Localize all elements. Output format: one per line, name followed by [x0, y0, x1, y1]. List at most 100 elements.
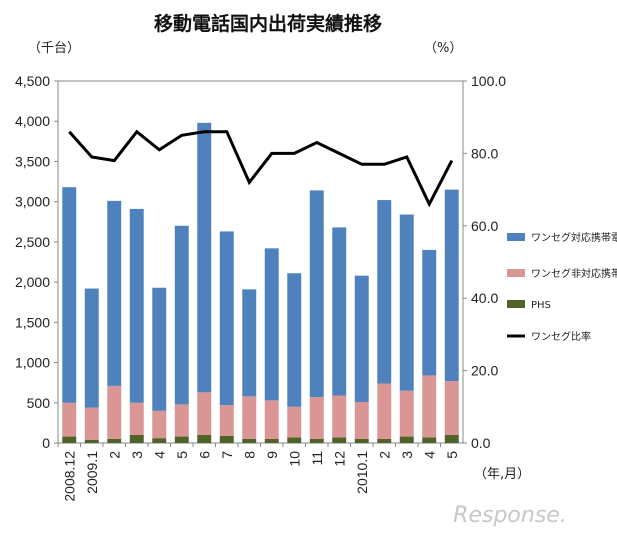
bar-oneseg [377, 200, 392, 384]
bar-non-oneseg [377, 383, 392, 439]
x-tick-label: 2009.1 [84, 451, 100, 494]
bar-non-oneseg [129, 402, 144, 435]
right-axis-ticks: 0.0 20.0 40.0 60.0 80.0 100.0 [463, 73, 506, 451]
watermark: Response. [453, 503, 567, 528]
left-axis-ticks: 0 500 1,000 1,500 2,000 2,500 3,000 3,500 4,000 4… [15, 73, 58, 451]
bar-phs [152, 438, 167, 443]
bar-phs [174, 436, 189, 443]
ratio-line [68, 129, 454, 208]
x-tick-label: 4 [151, 451, 167, 459]
legend-label-oneseg: ワンセグ対応携帯電話 [531, 231, 617, 244]
right-axis-unit: （%） [424, 41, 462, 56]
bar-oneseg [422, 249, 437, 376]
bar-non-oneseg [332, 395, 347, 438]
bar-oneseg [242, 289, 257, 397]
x-axis-ticks: 2008.12 2009.1 2 3 4 5 6 7 8 9 10 11 12 2010.1 2 3 4 5 [57, 443, 460, 502]
bar-non-oneseg [174, 404, 189, 437]
left-tick-label: 1,500 [15, 314, 50, 330]
bar-phs [377, 438, 392, 443]
bar-non-oneseg [84, 407, 99, 440]
left-tick-label: 500 [27, 395, 51, 411]
bar-phs [62, 436, 77, 443]
bar-phs [354, 438, 369, 443]
x-tick-label: 8 [241, 451, 257, 459]
bar-non-oneseg [62, 402, 77, 437]
x-tick-label: 4 [421, 451, 437, 459]
bar-non-oneseg [242, 396, 257, 439]
bar-phs [242, 438, 257, 443]
bar-oneseg [264, 248, 279, 401]
bar-oneseg [197, 122, 212, 393]
bar-phs [84, 439, 99, 443]
x-tick-label: 5 [174, 451, 190, 459]
bar-non-oneseg [422, 375, 437, 438]
x-tick-label: 2 [376, 451, 392, 459]
bar-oneseg [84, 288, 99, 408]
bar-non-oneseg [197, 392, 212, 435]
bar-oneseg [152, 287, 167, 411]
bar-non-oneseg [354, 401, 369, 439]
x-tick-label: 7 [219, 451, 235, 459]
x-tick-label: 10 [286, 451, 302, 467]
bar-non-oneseg [287, 406, 302, 438]
bar-phs [219, 435, 234, 443]
right-tick-label: 80.0 [471, 145, 498, 161]
bar-non-oneseg [152, 410, 167, 439]
legend-label-non-oneseg: ワンセグ非対応携帯電話 [531, 267, 617, 280]
bar-phs [264, 438, 279, 443]
bar-oneseg [129, 208, 144, 403]
bar-phs [197, 434, 212, 443]
right-tick-label: 20.0 [471, 363, 498, 379]
bar-non-oneseg [219, 405, 234, 436]
bar-oneseg [444, 189, 459, 382]
chart-title: 移動電話国内出荷実績推移 [154, 12, 382, 35]
right-tick-label: 0.0 [471, 435, 491, 451]
legend-swatch-oneseg [507, 233, 525, 241]
bar-phs [399, 436, 414, 443]
legend-label-ratio: ワンセグ比率 [531, 330, 591, 343]
x-tick-label: 6 [196, 451, 212, 459]
bar-oneseg [287, 273, 302, 407]
legend: ワンセグ対応携帯電話ワンセグ非対応携帯電話 PHS ワンセグ比率 [507, 231, 617, 343]
left-tick-label: 4,000 [15, 113, 50, 129]
bar-non-oneseg [107, 385, 122, 439]
bar-phs [332, 437, 347, 443]
x-tick-label: 11 [309, 451, 325, 466]
legend-swatch-phs [507, 300, 525, 308]
left-tick-label: 2,500 [15, 234, 50, 250]
legend-swatch-non-oneseg [507, 269, 525, 277]
x-axis-unit: （年,月） [474, 467, 530, 482]
bar-oneseg [309, 190, 324, 398]
bar-phs [129, 434, 144, 443]
x-tick-label: 9 [264, 451, 280, 459]
bar-non-oneseg [264, 400, 279, 439]
left-tick-label: 0 [42, 435, 50, 451]
right-tick-label: 60.0 [471, 218, 498, 234]
bar-oneseg [354, 275, 369, 402]
right-tick-label: 40.0 [471, 290, 498, 306]
x-tick-label: 2010.1 [354, 451, 370, 494]
bar-phs [107, 438, 122, 443]
bar-phs [422, 437, 437, 443]
bar-phs [287, 437, 302, 443]
left-tick-label: 3,500 [15, 153, 50, 169]
x-tick-label: 3 [129, 451, 145, 459]
bar-oneseg [219, 231, 234, 406]
bar-oneseg [399, 214, 414, 391]
left-tick-label: 3,000 [15, 194, 50, 210]
bar-oneseg [107, 200, 122, 386]
bar-non-oneseg [309, 397, 324, 439]
x-tick-label: 2 [106, 451, 122, 459]
x-tick-label: 2008.12 [61, 451, 77, 502]
ratio-line-path [68, 129, 454, 208]
left-tick-label: 1,000 [15, 355, 50, 371]
bar-phs [309, 438, 324, 443]
bar-non-oneseg [444, 381, 459, 435]
bar-oneseg [332, 227, 347, 396]
left-axis-unit: （千台） [28, 41, 80, 56]
bar-oneseg [62, 187, 77, 403]
bar-oneseg [174, 225, 189, 405]
x-tick-label: 12 [331, 451, 347, 467]
right-tick-label: 100.0 [471, 73, 506, 89]
